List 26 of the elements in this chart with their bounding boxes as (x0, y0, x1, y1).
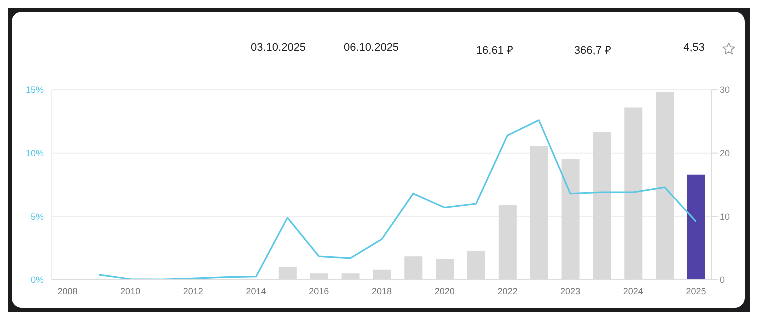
y2-tick-label: 20 (720, 148, 730, 159)
y2-tick-label: 30 (720, 85, 730, 96)
x-tick-label: 2024 (623, 286, 644, 296)
text: 03.10.2025 (251, 42, 306, 54)
y2-tick-label: 0 (720, 275, 726, 286)
bar (687, 174, 706, 280)
y-tick-label: 5% (30, 212, 44, 222)
text: 16,61 ₽ (476, 44, 513, 57)
x-tick-label: 2023 (560, 286, 581, 296)
x-tick-label: 2022 (498, 286, 518, 296)
x-tick-label: 2008 (58, 286, 78, 296)
x-tick-label: 2020 (434, 286, 455, 296)
x-tick-label: 2016 (309, 286, 330, 296)
text: 4,53 (684, 42, 705, 54)
x-tick-label: 2010 (120, 286, 141, 296)
y-tick-label: 0% (30, 275, 44, 286)
line-series (98, 120, 698, 280)
x-tick-label: 2018 (372, 286, 392, 296)
x-tick-label: 2025 (686, 286, 706, 296)
y-tick-label: 15% (26, 85, 44, 96)
text: 06.10.2025 (344, 42, 400, 54)
x-tick-label: 2014 (246, 286, 266, 296)
text: 366,7 ₽ (574, 44, 611, 57)
y-tick-label: 10% (26, 148, 44, 159)
x-tick-label: 2012 (183, 286, 204, 296)
y2-tick-label: 10 (720, 212, 730, 222)
